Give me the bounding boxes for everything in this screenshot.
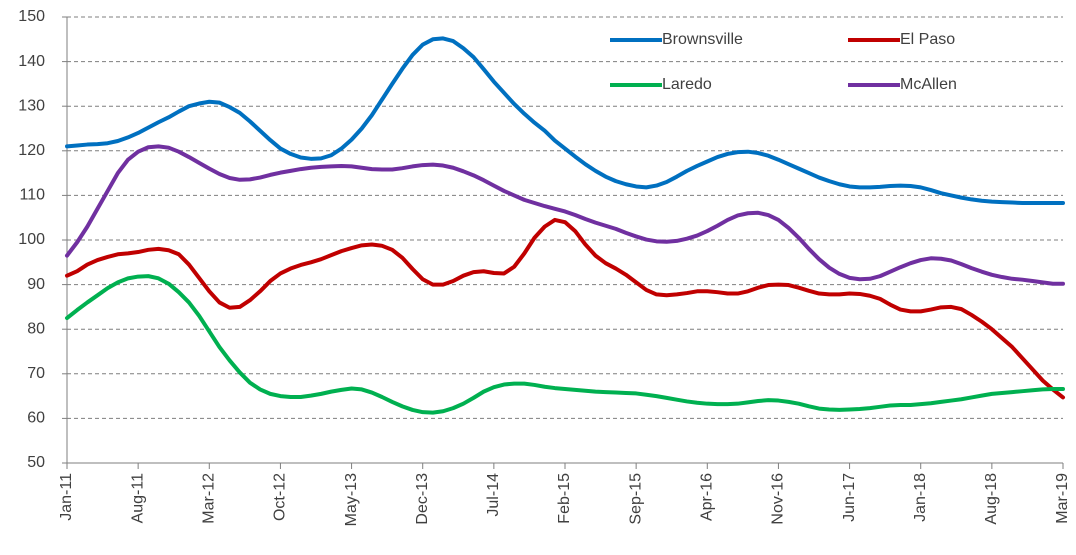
y-tick-label: 50: [27, 454, 45, 471]
y-tick-label: 120: [18, 142, 45, 159]
x-tick-label: Apr-16: [699, 473, 716, 521]
legend-label: Laredo: [662, 76, 712, 93]
x-tick-label: Feb-15: [556, 473, 573, 524]
y-tick-label: 80: [27, 320, 45, 337]
y-tick-label: 140: [18, 53, 45, 70]
x-tick-label: Oct-12: [272, 473, 289, 521]
x-tick-label: Jan-11: [58, 473, 75, 521]
y-tick-label: 90: [27, 276, 45, 293]
series-line: [65, 274, 1065, 415]
x-tick-label: Jun-17: [841, 473, 858, 522]
y-tick-label: 100: [18, 231, 45, 248]
y-tick-label: 110: [19, 187, 45, 204]
x-tick-label: Sep-15: [627, 473, 644, 525]
x-tick-label: Mar-19: [1054, 473, 1071, 524]
series-line: [65, 217, 1065, 400]
legend-label: McAllen: [900, 76, 957, 93]
series-line: [65, 36, 1065, 205]
x-tick-label: Dec-13: [414, 473, 431, 525]
x-tick-label: Mar-12: [201, 473, 218, 524]
legend-label: Brownsville: [662, 31, 743, 48]
x-tick-label: Nov-16: [770, 473, 787, 525]
x-tick-label: Aug-11: [129, 473, 146, 524]
x-tick-label: Jul-14: [485, 473, 502, 517]
x-tick-label: Aug-18: [983, 473, 1000, 525]
y-tick-label: 130: [18, 97, 45, 114]
y-tick-label: 70: [27, 365, 45, 382]
x-tick-label: May-13: [343, 473, 360, 526]
x-tick-label: Jan-18: [912, 473, 929, 522]
y-tick-label: 150: [18, 8, 45, 25]
series-line: [65, 144, 1065, 286]
y-tick-label: 60: [27, 410, 45, 427]
legend-label: El Paso: [900, 31, 955, 48]
